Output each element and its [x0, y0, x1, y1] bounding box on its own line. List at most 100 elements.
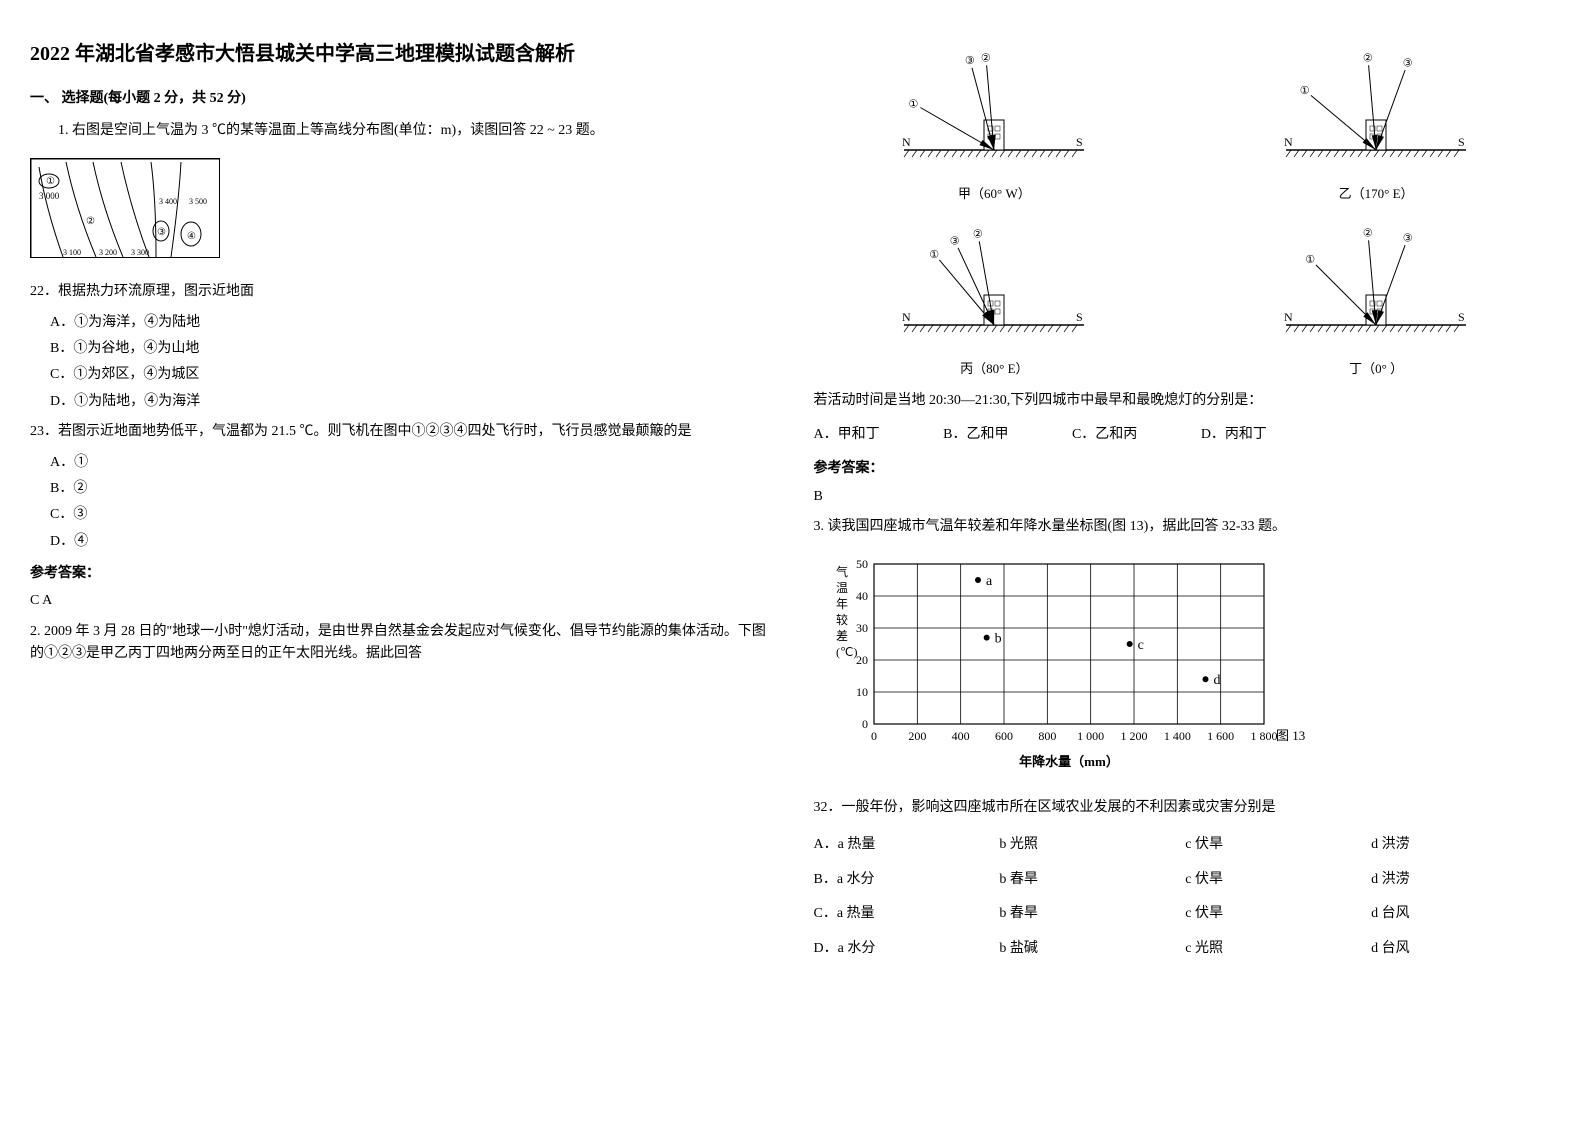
svg-text:②: ②	[973, 228, 983, 240]
q32-option-row: C．a 热量b 春旱c 伏旱d 台风	[814, 903, 1558, 925]
section-header: 一、 选择题(每小题 2 分，共 52 分)	[30, 88, 774, 110]
svg-text:a: a	[986, 574, 993, 589]
sun-diagram-cell: ①②③ N S 乙（170° E）	[1195, 50, 1557, 205]
q32-opt-d: d 台风	[1371, 938, 1557, 960]
svg-text:3 200: 3 200	[99, 248, 117, 257]
svg-text:1 800: 1 800	[1250, 729, 1277, 743]
q32-opt-c: c 伏旱	[1185, 903, 1371, 925]
svg-text:N: N	[902, 310, 911, 324]
sun-diagram-cell: ① ② ③ N S 丁（0° ）	[1195, 225, 1557, 380]
svg-text:N: N	[902, 135, 911, 149]
sun-diagram-svg: ①②③ N S	[894, 50, 1094, 180]
q22-label: 22．根据热力环流原理，图示近地面	[30, 281, 774, 303]
sun-diagram-cell: ①②③ N S 甲（60° W）	[814, 50, 1176, 205]
svg-text:b: b	[994, 631, 1001, 646]
svg-text:600: 600	[995, 729, 1013, 743]
q32-options-table: A．a 热量b 光照c 伏旱d 洪涝B．a 水分b 春旱c 伏旱d 洪涝C．a …	[814, 834, 1558, 960]
q23-opt-a: A．①	[50, 452, 774, 474]
svg-text:400: 400	[951, 729, 969, 743]
sun-diagram-cell: ①②③ N S 丙（80° E）	[814, 225, 1176, 380]
q2-question: 若活动时间是当地 20:30—21:30,下列四城市中最早和最晚熄灯的分别是：	[814, 390, 1558, 412]
svg-text:0: 0	[862, 717, 868, 731]
page-title: 2022 年湖北省孝感市大悟县城关中学高三地理模拟试题含解析	[30, 40, 774, 68]
svg-text:10: 10	[856, 685, 868, 699]
svg-text:①: ①	[46, 176, 55, 187]
svg-text:d: d	[1213, 673, 1220, 688]
q32-opt-b: b 春旱	[999, 903, 1185, 925]
svg-text:800: 800	[1038, 729, 1056, 743]
q22-opt-b: B．①为谷地，④为山地	[50, 338, 774, 360]
svg-text:3 400: 3 400	[159, 197, 177, 206]
q22-opt-a: A．①为海洋，④为陆地	[50, 312, 774, 334]
q1-answer: C A	[30, 590, 774, 612]
q32-opt-b: b 盐碱	[999, 938, 1185, 960]
svg-text:N: N	[1284, 310, 1293, 324]
q32-opt-c: c 光照	[1185, 938, 1371, 960]
q32-label: 32．一般年份，影响这四座城市所在区域农业发展的不利因素或灾害分别是	[814, 797, 1558, 819]
svg-text:差: 差	[836, 629, 848, 643]
svg-text:S: S	[1458, 135, 1465, 149]
isoline-svg: ① 3 000 ② 3 100 3 200 3 300 3 400 3 500 …	[30, 158, 220, 258]
svg-text:②: ②	[86, 216, 95, 227]
isoline-diagram: ① 3 000 ② 3 100 3 200 3 300 3 400 3 500 …	[30, 158, 774, 266]
svg-text:①: ①	[909, 99, 919, 111]
answer-label-2: 参考答案：	[814, 458, 1558, 480]
svg-text:①: ①	[930, 249, 940, 261]
svg-text:气: 气	[836, 564, 848, 579]
q23-opt-d: D．④	[50, 531, 774, 553]
svg-text:图 13: 图 13	[1276, 728, 1305, 743]
q32-opt-d: d 洪涝	[1371, 834, 1557, 856]
q1-intro: 1. 右图是空间上气温为 3 ℃的某等温面上等高线分布图(单位：m)，读图回答 …	[30, 120, 774, 142]
svg-text:②: ②	[1363, 52, 1373, 64]
q32-opt-a: A．a 热量	[814, 834, 1000, 856]
svg-text:N: N	[1284, 135, 1293, 149]
svg-text:年降水量（mm）: 年降水量（mm）	[1019, 754, 1119, 769]
svg-text:3 000: 3 000	[39, 191, 60, 201]
q2-intro: 2. 2009 年 3 月 28 日的"地球一小时"熄灯活动，是由世界自然基金会…	[30, 621, 774, 666]
sun-caption: 丙（80° E）	[814, 359, 1176, 380]
q22-opt-c: C．①为郊区，④为城区	[50, 364, 774, 386]
svg-text:30: 30	[856, 621, 868, 635]
q23-opt-c: C．③	[50, 504, 774, 526]
svg-text:200: 200	[908, 729, 926, 743]
q32-opt-c: c 伏旱	[1185, 869, 1371, 891]
svg-text:(℃): (℃)	[836, 645, 857, 659]
sun-diagram-svg: ① ② ③ N S	[1276, 225, 1476, 355]
q23-opt-b: B．②	[50, 478, 774, 500]
sun-caption: 丁（0° ）	[1195, 359, 1557, 380]
svg-text:1 400: 1 400	[1163, 729, 1190, 743]
svg-text:3 300: 3 300	[131, 248, 149, 257]
svg-text:3 100: 3 100	[63, 248, 81, 257]
svg-text:S: S	[1076, 310, 1083, 324]
svg-text:③: ③	[965, 55, 975, 67]
sun-diagrams-grid: ①②③ N S 甲（60° W） ① ② ③ N S 乙（170° E）	[814, 50, 1558, 380]
q32-opt-d: d 洪涝	[1371, 869, 1557, 891]
svg-text:较: 较	[836, 612, 848, 627]
sun-caption: 乙（170° E）	[1195, 184, 1557, 205]
q32-opt-a: D．a 水分	[814, 938, 1000, 960]
q2-opt-d: D．丙和丁	[1201, 424, 1267, 446]
q2-opt-a: A．甲和丁	[814, 424, 880, 446]
svg-text:20: 20	[856, 653, 868, 667]
svg-text:40: 40	[856, 589, 868, 603]
svg-text:①: ①	[1305, 254, 1315, 266]
q2-opt-c: C．乙和丙	[1072, 424, 1137, 446]
svg-text:c: c	[1137, 638, 1143, 653]
scatter-svg: 02004006008001 0001 2001 4001 6001 80001…	[814, 554, 1334, 774]
svg-text:③: ③	[1403, 232, 1413, 244]
svg-text:温: 温	[836, 581, 848, 595]
q32-opt-d: d 台风	[1371, 903, 1557, 925]
svg-text:S: S	[1458, 310, 1465, 324]
q32-opt-b: b 光照	[999, 834, 1185, 856]
svg-text:②: ②	[1363, 227, 1373, 239]
svg-text:1 600: 1 600	[1207, 729, 1234, 743]
svg-text:1 200: 1 200	[1120, 729, 1147, 743]
q22-opt-d: D．①为陆地，④为海洋	[50, 391, 774, 413]
svg-text:④: ④	[187, 231, 196, 242]
q3-intro: 3. 读我国四座城市气温年较差和年降水量坐标图(图 13)，据此回答 32-33…	[814, 516, 1558, 538]
svg-text:3 500: 3 500	[189, 197, 207, 206]
svg-text:0: 0	[871, 729, 877, 743]
q32-opt-c: c 伏旱	[1185, 834, 1371, 856]
svg-text:③: ③	[1403, 58, 1413, 70]
q32-option-row: B．a 水分b 春旱c 伏旱d 洪涝	[814, 869, 1558, 891]
